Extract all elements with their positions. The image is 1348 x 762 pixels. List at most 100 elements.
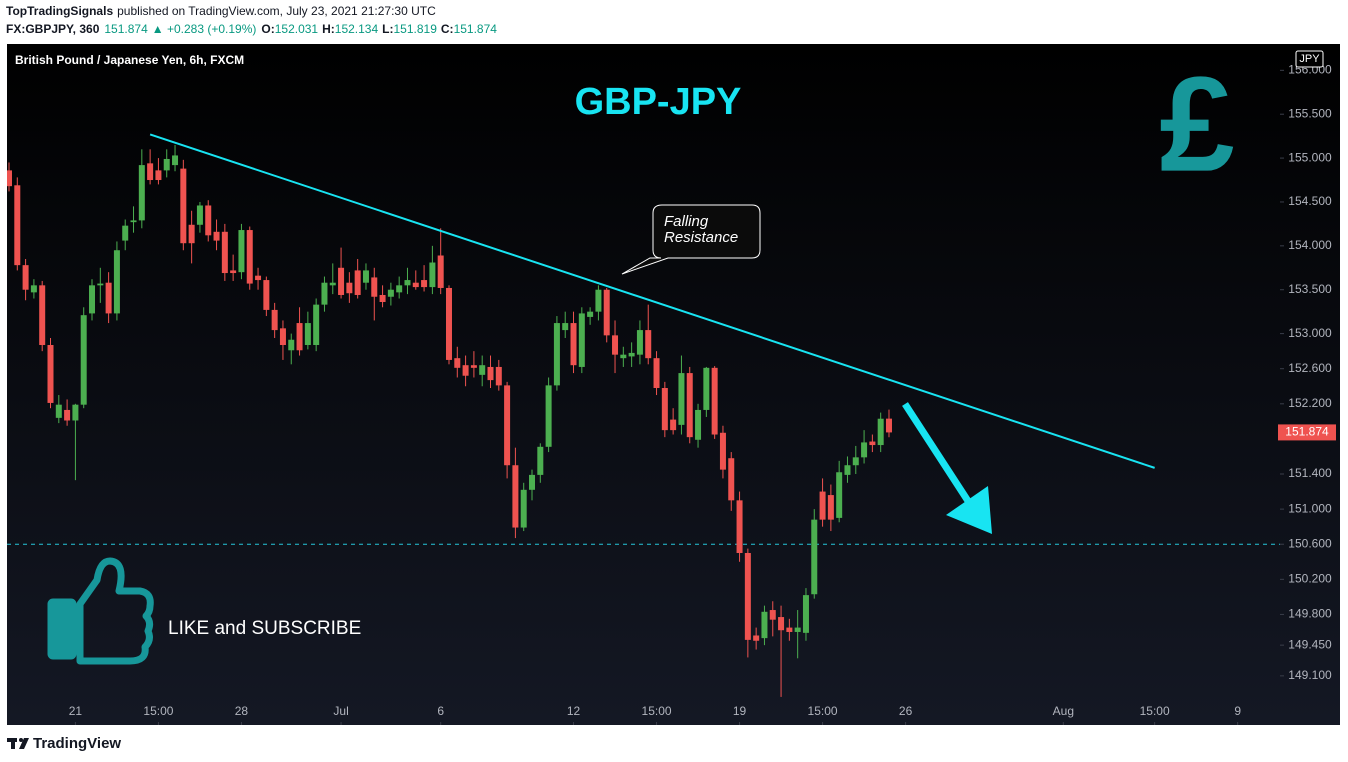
candle-body xyxy=(454,358,461,368)
candle-body xyxy=(130,220,137,223)
candle-body xyxy=(80,315,87,405)
plot-area xyxy=(7,133,1280,697)
x-tick-label: 15:00 xyxy=(1140,704,1170,718)
x-tick-label: 19 xyxy=(733,704,747,718)
symbol: FX:GBPJPY, 360 xyxy=(6,22,100,36)
candle-body xyxy=(578,313,585,367)
candle-body xyxy=(794,627,801,632)
currency-box xyxy=(1295,50,1324,68)
price-label-box xyxy=(1278,424,1336,441)
o-value: 152.031 xyxy=(275,22,319,36)
candle-body xyxy=(811,519,818,595)
candle-body xyxy=(636,330,643,355)
candle-body xyxy=(711,367,718,435)
candle-body xyxy=(620,354,627,359)
chart-panel xyxy=(7,44,1340,725)
candle-body xyxy=(778,617,785,631)
candle-body xyxy=(562,323,569,331)
candle-body xyxy=(570,323,577,366)
candle-body xyxy=(429,262,436,288)
candle-body xyxy=(64,409,71,421)
candle-body xyxy=(802,595,809,633)
candle-body xyxy=(30,285,37,293)
candle-body xyxy=(22,265,29,290)
candle-body xyxy=(213,231,220,241)
candle-body xyxy=(703,367,710,410)
candle-body xyxy=(678,373,685,425)
candle-body xyxy=(271,309,278,331)
x-tick-label: 26 xyxy=(899,704,913,718)
callout-line: Falling xyxy=(664,213,709,230)
x-tick-label: 15:00 xyxy=(642,704,672,718)
candle-body xyxy=(412,282,419,288)
candle-body xyxy=(421,280,428,288)
candle-body xyxy=(653,358,660,389)
candle-body xyxy=(113,250,120,314)
y-tick-label: 152.200 xyxy=(1288,396,1332,410)
x-tick-label: 6 xyxy=(437,704,444,718)
candle-body xyxy=(196,205,203,225)
candle-body xyxy=(205,205,212,236)
callout-line: Resistance xyxy=(664,229,738,246)
candle-body xyxy=(313,304,320,346)
currency-icon: £ xyxy=(1159,49,1234,200)
h-value: 152.134 xyxy=(335,22,379,36)
candle-body xyxy=(587,311,594,317)
callout-box xyxy=(621,204,761,275)
brand: TradingView xyxy=(33,735,121,752)
candle-body xyxy=(39,285,46,346)
candle-body xyxy=(371,277,378,297)
currency: JPY xyxy=(1299,53,1320,65)
candle-body xyxy=(188,224,195,244)
candle-body xyxy=(55,404,62,418)
candle-body xyxy=(595,289,602,312)
candle-body xyxy=(155,170,162,181)
candle-body xyxy=(7,170,12,187)
candle-body xyxy=(255,275,262,281)
l-label: L: xyxy=(382,22,393,36)
candle-body xyxy=(753,635,760,641)
headline: GBP-JPY xyxy=(575,81,742,123)
candle-body xyxy=(686,373,693,438)
candle-body xyxy=(512,465,519,528)
candle-body xyxy=(230,270,237,274)
header-line-2: FX:GBPJPY, 360 151.874 ▲ +0.283 (+0.19%) O:… xyxy=(6,22,497,36)
candle-body xyxy=(329,282,336,286)
candle-body xyxy=(869,441,876,446)
candle-body xyxy=(628,352,635,357)
y-tick-label: 150.600 xyxy=(1288,536,1332,550)
candle-body xyxy=(736,500,743,553)
candle-body xyxy=(728,458,735,501)
last-price: 151.874 xyxy=(104,22,148,36)
candle-body xyxy=(470,365,477,368)
candle-body xyxy=(296,323,303,351)
candle-body xyxy=(744,552,751,640)
candle-body xyxy=(387,289,394,297)
candle-body xyxy=(861,442,868,458)
banner: LIKE and SUBSCRIBE xyxy=(168,618,361,639)
candle-body xyxy=(338,267,345,295)
candle-body xyxy=(321,282,328,305)
x-tick-label: 15:00 xyxy=(808,704,838,718)
x-tick-label: 15:00 xyxy=(143,704,173,718)
y-tick-label: 149.450 xyxy=(1288,637,1332,651)
change: ▲ +0.283 (+0.19%) xyxy=(152,22,257,36)
candle-body xyxy=(553,323,560,386)
candle-body xyxy=(877,418,884,446)
candle-body xyxy=(445,287,452,360)
thumbs-up-icon xyxy=(47,557,154,665)
l-value: 151.819 xyxy=(394,22,438,36)
candle-body xyxy=(545,385,552,447)
published: published on TradingView.com, July 23, 2… xyxy=(117,4,436,18)
candle-body xyxy=(437,255,444,288)
candle-body xyxy=(379,294,386,303)
candle-body xyxy=(495,366,502,386)
author[interactable]: TopTradingSignals xyxy=(6,4,113,18)
candle-body xyxy=(163,158,170,171)
candle-body xyxy=(14,185,21,266)
candle-body xyxy=(852,457,859,466)
candle-body xyxy=(612,335,619,355)
arrow-shaft xyxy=(902,402,971,503)
candle-body xyxy=(520,489,527,528)
x-tick-label: 28 xyxy=(235,704,249,718)
